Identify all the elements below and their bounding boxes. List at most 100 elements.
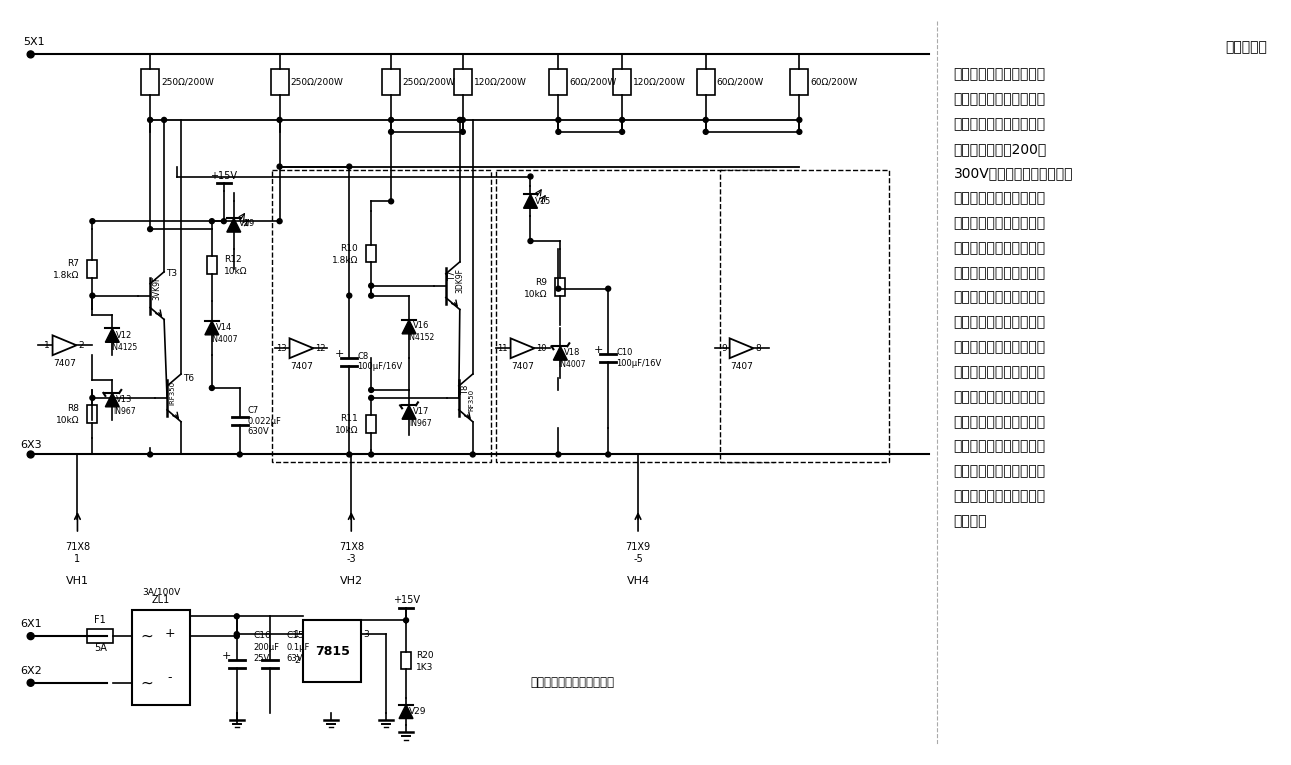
Bar	[207, 256, 217, 274]
Text: 0.1μF: 0.1μF	[287, 643, 310, 652]
Text: 接近，但工艺结构、采用: 接近，但工艺结构、采用	[954, 464, 1046, 478]
Bar	[382, 70, 400, 95]
Circle shape	[90, 396, 94, 400]
Circle shape	[209, 386, 214, 390]
Text: V18: V18	[564, 348, 581, 356]
Text: 5A: 5A	[94, 643, 107, 653]
Text: -: -	[168, 672, 172, 685]
Text: V14: V14	[216, 323, 232, 332]
Bar	[454, 70, 471, 95]
Text: ~: ~	[141, 675, 154, 690]
Bar	[141, 70, 159, 95]
Circle shape	[369, 396, 373, 400]
Text: 300V），平均电流小，并联: 300V），平均电流小，并联	[954, 167, 1073, 181]
Circle shape	[470, 452, 475, 457]
Circle shape	[797, 118, 802, 122]
Text: 10kΩ: 10kΩ	[524, 290, 547, 298]
Bar	[132, 610, 190, 705]
Text: 71X8: 71X8	[338, 542, 364, 552]
Text: 6X1: 6X1	[21, 619, 43, 630]
Bar	[550, 70, 567, 95]
Bar	[402, 652, 411, 669]
Text: 脉冲的放电击穿点，保证: 脉冲的放电击穿点，保证	[954, 241, 1046, 255]
Circle shape	[369, 293, 373, 298]
Text: IN4007: IN4007	[210, 335, 238, 343]
Circle shape	[347, 452, 351, 457]
Text: 所示为高压: 所示为高压	[1225, 41, 1268, 54]
Text: 功率级原理图。对于高低: 功率级原理图。对于高低	[954, 67, 1046, 81]
Text: 7407: 7407	[511, 362, 534, 370]
Text: 7407: 7407	[731, 362, 753, 370]
Text: 采用独立的高压主回路，: 采用独立的高压主回路，	[954, 117, 1046, 131]
Text: 11: 11	[497, 343, 507, 353]
Circle shape	[27, 451, 34, 458]
Circle shape	[369, 452, 373, 457]
Text: T8: T8	[461, 385, 470, 396]
Circle shape	[27, 51, 34, 58]
Circle shape	[27, 679, 34, 686]
Text: VH4: VH4	[626, 575, 649, 585]
Polygon shape	[106, 393, 119, 407]
Polygon shape	[554, 347, 567, 360]
Text: 25V: 25V	[254, 655, 270, 663]
Circle shape	[556, 452, 560, 457]
Text: 250Ω/200W: 250Ω/200W	[290, 78, 343, 86]
Text: V16: V16	[413, 321, 429, 330]
Circle shape	[389, 129, 394, 135]
Bar	[367, 415, 376, 433]
Text: 6X2: 6X2	[21, 666, 43, 676]
Text: V19: V19	[239, 219, 254, 228]
Text: V29: V29	[409, 707, 427, 716]
Circle shape	[347, 164, 351, 169]
Text: 回路。带有高压回路的复: 回路。带有高压回路的复	[954, 291, 1046, 304]
Text: 1: 1	[75, 554, 80, 564]
Circle shape	[369, 387, 373, 392]
Text: R20: R20	[416, 651, 434, 660]
Text: IN4125: IN4125	[111, 343, 138, 352]
Text: RF350: RF350	[469, 389, 475, 411]
Text: C15: C15	[287, 630, 305, 640]
Circle shape	[461, 118, 465, 122]
Text: 压复合晶体管脉冲电源，: 压复合晶体管脉冲电源，	[954, 92, 1046, 106]
Text: 10: 10	[537, 343, 547, 353]
Text: 和低压回路的电原理图相: 和低压回路的电原理图相	[954, 440, 1046, 454]
Text: 注：虚框内的电路结构相同: 注：虚框内的电路结构相同	[531, 675, 615, 688]
Text: T7: T7	[448, 271, 457, 281]
Text: 3DK9F: 3DK9F	[456, 269, 465, 293]
Text: 1.8kΩ: 1.8kΩ	[53, 272, 80, 280]
Text: IN4152: IN4152	[408, 333, 435, 342]
Circle shape	[27, 633, 34, 640]
Circle shape	[556, 118, 560, 122]
Text: 效率高、电极损耗小、加: 效率高、电极损耗小、加	[954, 340, 1046, 354]
Text: 脉冲电压较高（200～: 脉冲电压较高（200～	[954, 142, 1047, 156]
Text: 250Ω/200W: 250Ω/200W	[402, 78, 454, 86]
Text: V17: V17	[413, 407, 429, 416]
Circle shape	[238, 452, 243, 457]
Text: 1.8kΩ: 1.8kΩ	[332, 256, 358, 265]
Polygon shape	[402, 320, 416, 334]
Text: 60Ω/200W: 60Ω/200W	[717, 78, 764, 86]
Text: 花间隙的作用，控制低压: 花间隙的作用，控制低压	[954, 216, 1046, 230]
Circle shape	[161, 118, 167, 122]
Bar	[271, 170, 491, 462]
Circle shape	[90, 293, 94, 298]
Circle shape	[389, 199, 394, 203]
Text: T6: T6	[183, 373, 194, 382]
Bar	[697, 70, 715, 95]
Circle shape	[278, 219, 281, 223]
Text: V12: V12	[116, 330, 133, 340]
Text: VH2: VH2	[340, 575, 363, 585]
Bar	[790, 70, 808, 95]
Circle shape	[147, 226, 152, 232]
Text: IN4007: IN4007	[559, 360, 586, 369]
Text: 2: 2	[294, 656, 300, 666]
Text: IN967: IN967	[112, 407, 136, 416]
Text: C7
0.022μF
630V: C7 0.022μF 630V	[248, 406, 281, 436]
Text: T3: T3	[167, 269, 177, 278]
Polygon shape	[510, 338, 534, 358]
Text: 的元器件、以及电参数是: 的元器件、以及电参数是	[954, 490, 1046, 503]
Text: 120Ω/200W: 120Ω/200W	[474, 78, 527, 86]
Bar	[613, 70, 631, 95]
Text: 打钢时，具有明显的优越: 打钢时，具有明显的优越	[954, 390, 1046, 404]
Bar	[367, 245, 376, 262]
